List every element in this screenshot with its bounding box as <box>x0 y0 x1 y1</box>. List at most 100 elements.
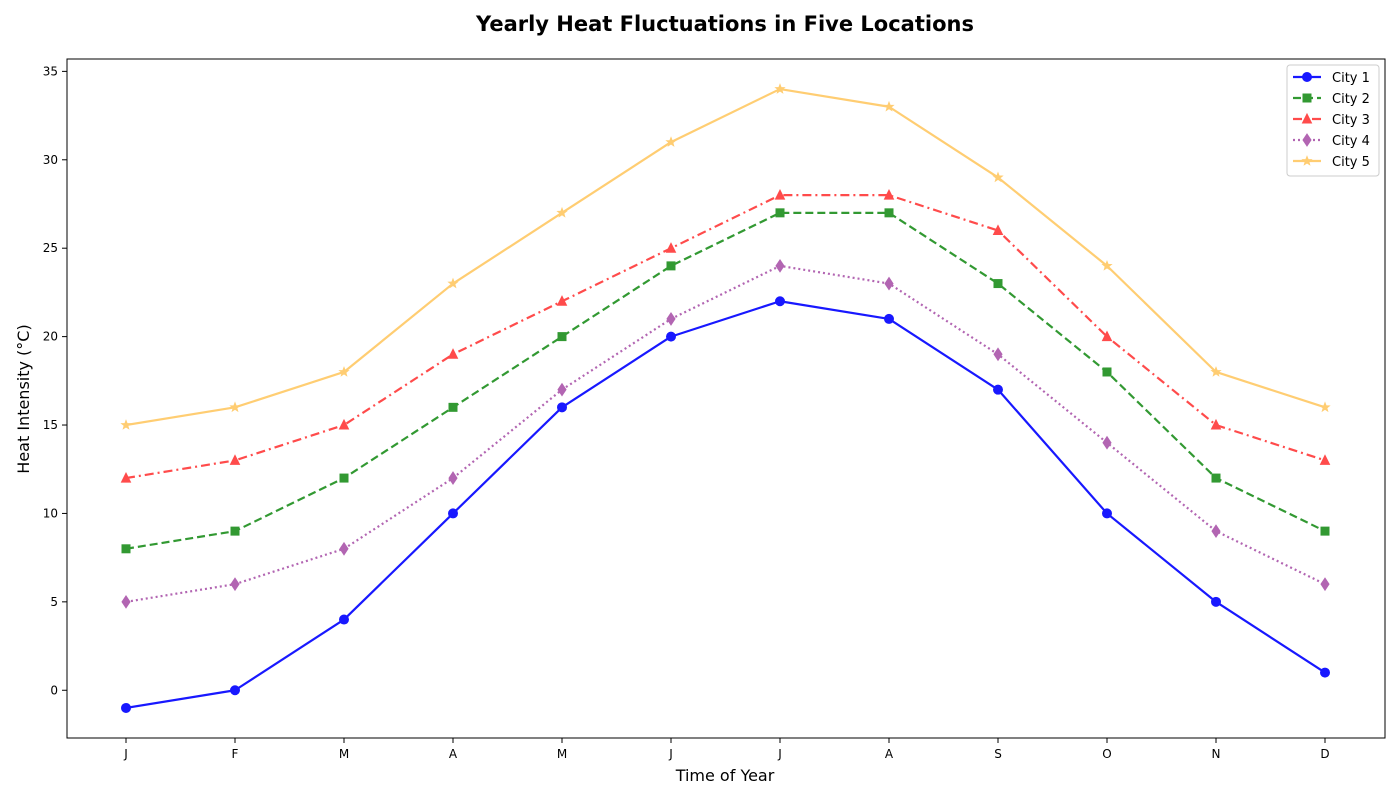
legend-marker <box>1302 133 1312 147</box>
y-tick-label: 10 <box>43 506 58 520</box>
legend-entry <box>1293 72 1321 82</box>
data-point <box>448 508 458 519</box>
data-point <box>1101 259 1113 271</box>
series-line <box>125 87 1326 427</box>
data-point <box>1320 526 1330 536</box>
data-point <box>230 577 240 592</box>
data-point <box>884 276 894 291</box>
legend-marker <box>1301 112 1313 124</box>
series-city-3 <box>120 189 1331 483</box>
data-point <box>121 594 131 609</box>
x-tick-label: J <box>668 747 673 761</box>
data-point <box>1211 473 1221 483</box>
data-point <box>883 189 895 200</box>
data-point <box>666 261 676 271</box>
data-point <box>1210 366 1222 377</box>
data-point <box>448 402 458 412</box>
x-tick-label: S <box>994 747 1002 761</box>
data-point <box>556 206 568 218</box>
legend-entry <box>1293 155 1321 166</box>
data-point <box>121 702 131 713</box>
x-tick-label: J <box>123 747 128 761</box>
y-tick-label: 20 <box>43 330 58 344</box>
data-point <box>774 83 786 94</box>
legend-entry <box>1293 133 1321 147</box>
legend-label: City 2 <box>1332 92 1370 107</box>
legend-label: City 5 <box>1332 155 1370 170</box>
data-point <box>230 526 240 536</box>
data-point <box>993 347 1003 362</box>
data-point <box>1211 596 1221 607</box>
legend-entry <box>1293 93 1321 103</box>
legend-marker <box>1301 155 1313 166</box>
data-point <box>339 614 349 625</box>
series-city-5 <box>120 83 1331 430</box>
x-tick-label: D <box>1320 747 1329 761</box>
data-point <box>1320 667 1330 678</box>
data-point <box>556 295 568 306</box>
data-point <box>883 100 895 112</box>
axes-frame <box>66 58 1386 739</box>
data-point <box>120 471 132 483</box>
data-point <box>447 277 459 289</box>
y-tick-label: 5 <box>50 595 58 609</box>
data-point <box>338 418 350 430</box>
data-point <box>884 313 894 324</box>
data-point <box>121 544 131 554</box>
data-point <box>557 402 567 413</box>
x-tick-label: O <box>1102 747 1111 761</box>
y-tick-label: 15 <box>43 418 58 432</box>
series-line <box>125 194 1326 480</box>
data-point <box>230 685 240 696</box>
series-line <box>125 300 1326 710</box>
legend-label: City 4 <box>1332 134 1370 149</box>
data-point <box>884 208 894 218</box>
y-tick-label: 35 <box>43 64 58 78</box>
x-tick-label: M <box>339 747 349 761</box>
data-point <box>338 366 350 377</box>
data-point <box>993 279 1003 289</box>
plot-area: J F M A M J J A S O N D 0 5 10 15 20 25 30 35 <box>43 58 1386 761</box>
legend-label: City 1 <box>1332 71 1370 86</box>
x-tick-label: A <box>449 747 458 761</box>
x-tick-label: F <box>232 747 239 761</box>
data-point <box>339 473 349 483</box>
y-tick-label: 25 <box>43 241 58 255</box>
data-point <box>1319 401 1331 413</box>
x-tick-label: N <box>1212 747 1221 761</box>
data-point <box>666 331 676 342</box>
y-tick-label: 30 <box>43 153 58 167</box>
data-point <box>1101 330 1113 342</box>
data-point <box>229 454 241 465</box>
data-point <box>1211 524 1221 539</box>
data-point <box>339 541 349 556</box>
y-axis-label: Heat Intensity (°C) <box>14 324 33 473</box>
legend-marker <box>1302 93 1312 103</box>
data-point <box>666 312 676 326</box>
data-point <box>120 419 132 430</box>
data-point <box>1102 367 1112 377</box>
data-point <box>1319 454 1331 465</box>
series-city-1 <box>121 296 1330 713</box>
data-point <box>1210 418 1222 430</box>
data-point <box>992 171 1004 183</box>
data-point <box>229 401 241 413</box>
series-city-2 <box>121 208 1330 554</box>
legend-marker <box>1302 72 1312 82</box>
data-point <box>775 208 785 218</box>
x-axis-label: Time of Year <box>675 766 775 785</box>
legend-box <box>1286 64 1380 177</box>
data-point <box>448 471 458 485</box>
data-point <box>665 136 677 147</box>
legend-label: City 3 <box>1332 113 1370 128</box>
legend-entry <box>1293 112 1321 124</box>
legend: City 1 City 2 City 3 City 4 City 5 <box>1286 64 1380 177</box>
x-tick-label: A <box>885 747 894 761</box>
data-point <box>1102 508 1112 519</box>
x-tick-label: M <box>557 747 567 761</box>
chart-title: Yearly Heat Fluctuations in Five Locatio… <box>475 12 974 36</box>
data-point <box>1320 577 1330 592</box>
data-point <box>447 348 459 359</box>
series-line <box>125 211 1326 550</box>
